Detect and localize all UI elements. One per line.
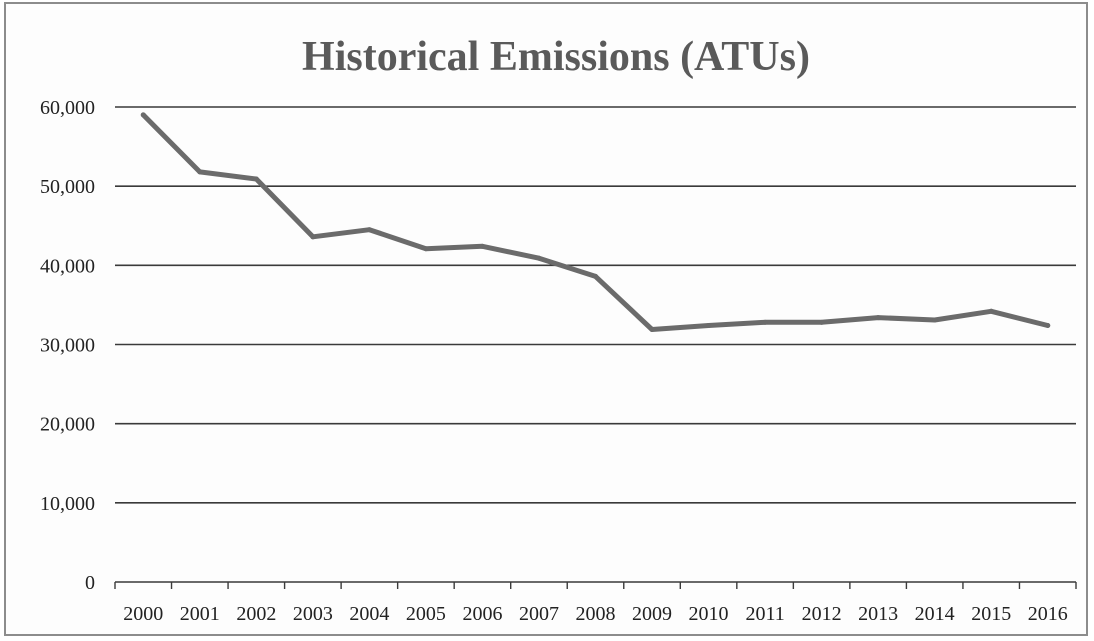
x-tick-label: 2001 — [180, 603, 220, 625]
data-point — [253, 176, 259, 182]
x-tick-label: 2015 — [971, 603, 1011, 625]
x-tick-label: 2006 — [462, 603, 502, 625]
x-tick-label: 2008 — [576, 603, 616, 625]
x-tick-label: 2005 — [406, 603, 446, 625]
y-tick-label: 30,000 — [40, 335, 95, 357]
x-tick-label: 2010 — [689, 603, 729, 625]
x-tick-label: 2013 — [858, 603, 898, 625]
x-tick-label: 2009 — [632, 603, 672, 625]
data-point — [423, 246, 429, 252]
x-tick-label: 2002 — [236, 603, 276, 625]
x-tick-label: 2000 — [123, 603, 163, 625]
chart-title: Historical Emissions (ATUs) — [302, 34, 810, 80]
data-point — [649, 326, 655, 332]
x-tick-label: 2004 — [349, 603, 389, 625]
data-point — [536, 255, 542, 261]
y-tick-label: 10,000 — [40, 493, 95, 515]
data-point — [140, 112, 146, 118]
x-axis-tick-labels: 2000 2001 2002 2003 2004 2005 2006 2007 2008 2009… — [123, 603, 1067, 625]
x-tick-label: 2011 — [745, 603, 784, 625]
y-tick-label: 0 — [85, 572, 95, 594]
data-point — [366, 227, 372, 233]
axes — [114, 581, 1077, 589]
y-tick-label: 20,000 — [40, 414, 95, 436]
data-point — [310, 234, 316, 240]
data-point — [706, 323, 712, 328]
x-tick-label: 2007 — [519, 603, 559, 625]
data-point — [593, 273, 598, 279]
gridlines — [115, 106, 1076, 504]
series-line — [140, 112, 1051, 332]
data-point — [479, 243, 485, 249]
y-tick-label: 50,000 — [40, 176, 95, 198]
data-point — [197, 169, 203, 175]
y-tick-label: 40,000 — [40, 255, 95, 277]
x-tick-label: 2003 — [293, 603, 333, 625]
y-axis-tick-labels: 0 10,000 20,000 30,000 40,000 50,000 60,000 — [40, 97, 95, 594]
data-point — [875, 315, 881, 321]
x-tick-label: 2014 — [915, 603, 955, 625]
data-point — [988, 308, 994, 314]
data-point — [1045, 323, 1051, 328]
data-point — [932, 317, 938, 323]
data-point — [819, 319, 825, 325]
x-tick-label: 2016 — [1028, 603, 1068, 625]
series-layer — [140, 112, 1051, 332]
data-point — [762, 319, 768, 325]
y-tick-label: 60,000 — [40, 97, 95, 119]
x-tick-label: 2012 — [802, 603, 842, 625]
